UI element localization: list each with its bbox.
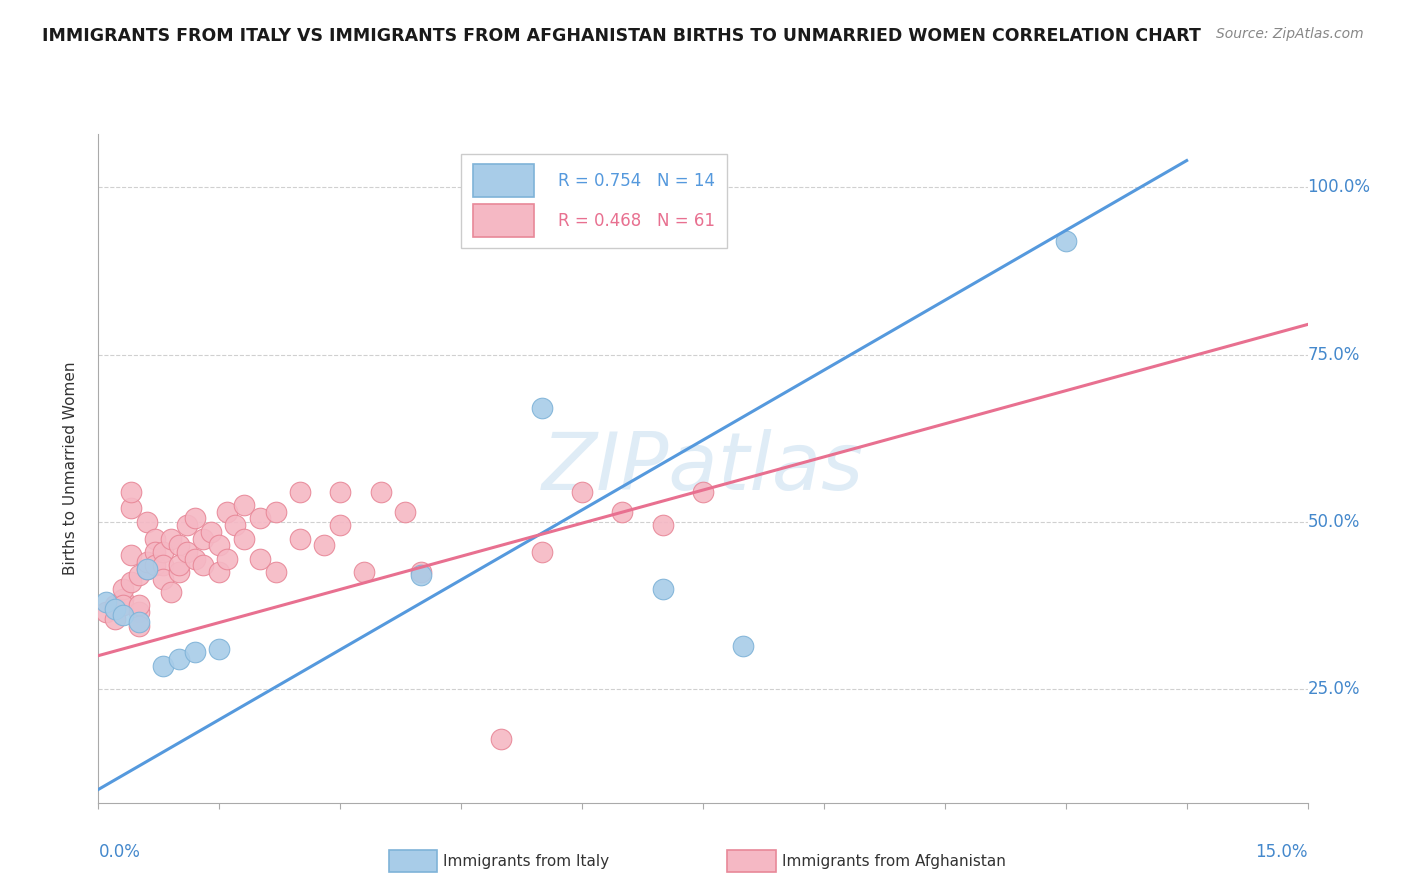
Point [143,545,166,559]
Point [103,612,125,626]
Point [193,532,215,546]
Text: IMMIGRANTS FROM ITALY VS IMMIGRANTS FROM AFGHANISTAN BIRTHS TO UNMARRIED WOMEN C: IMMIGRANTS FROM ITALY VS IMMIGRANTS FROM… [42,27,1201,45]
Point [217,551,239,566]
Text: Immigrants from Afghanistan: Immigrants from Afghanistan [782,854,1005,869]
Point [143,558,166,573]
Point [120,575,142,590]
Text: R = 0.468   N = 61: R = 0.468 N = 61 [558,211,714,230]
Point [160,532,183,546]
Point [530,401,553,416]
Point [288,532,311,546]
Point [249,511,271,525]
Point [135,555,157,569]
Point [692,484,714,499]
Point [135,562,157,576]
Point [409,568,432,582]
Point [208,565,231,579]
Point [232,532,254,546]
Point [409,565,432,579]
Bar [474,164,534,197]
Point [733,639,755,653]
Text: 25.0%: 25.0% [1308,680,1360,698]
Point [217,505,239,519]
Point [193,558,215,573]
Point [249,551,271,566]
Point [167,565,190,579]
Y-axis label: Births to Unmarried Women: Births to Unmarried Women [63,361,77,575]
FancyBboxPatch shape [461,154,727,248]
Point [111,591,134,606]
Text: 75.0%: 75.0% [1308,345,1360,364]
Point [264,565,287,579]
Point [120,484,142,499]
Point [96,605,118,619]
Point [288,484,311,499]
Point [128,615,150,630]
Point [152,545,174,559]
Point [135,515,157,529]
Point [167,538,190,552]
Point [314,538,336,552]
Text: Immigrants from Italy: Immigrants from Italy [443,854,609,869]
Point [651,518,673,533]
Point [184,645,207,659]
Point [160,585,183,599]
Text: 15.0%: 15.0% [1256,843,1308,861]
Point [184,511,207,525]
Point [152,558,174,573]
Point [167,652,190,666]
Point [1054,234,1077,248]
Point [111,582,134,596]
Point [232,498,254,512]
Point [176,518,198,533]
Point [224,518,246,533]
Text: R = 0.754   N = 14: R = 0.754 N = 14 [558,171,714,190]
Point [612,505,634,519]
Point [96,595,118,609]
Point [394,505,416,519]
Point [111,599,134,613]
Point [128,618,150,632]
Point [370,484,392,499]
Point [208,538,231,552]
Bar [388,850,437,871]
Point [329,518,352,533]
Point [491,732,513,747]
Text: 100.0%: 100.0% [1308,178,1371,196]
Text: Source: ZipAtlas.com: Source: ZipAtlas.com [1216,27,1364,41]
Point [264,505,287,519]
Point [571,484,593,499]
Point [135,562,157,576]
Bar [727,850,776,871]
Point [353,565,375,579]
Point [651,582,673,596]
Text: ZIPatlas: ZIPatlas [541,429,865,508]
Point [120,548,142,563]
Point [120,501,142,516]
Point [530,545,553,559]
Point [184,551,207,566]
Bar [474,204,534,237]
Point [128,605,150,619]
Point [200,524,222,539]
Point [152,658,174,673]
Point [152,572,174,586]
Point [103,599,125,613]
Point [128,599,150,613]
Point [167,558,190,573]
Point [176,545,198,559]
Point [329,484,352,499]
Point [128,568,150,582]
Point [111,608,134,623]
Text: 50.0%: 50.0% [1308,513,1360,531]
Text: 0.0%: 0.0% [98,843,141,861]
Point [208,642,231,657]
Point [103,602,125,616]
Point [143,532,166,546]
